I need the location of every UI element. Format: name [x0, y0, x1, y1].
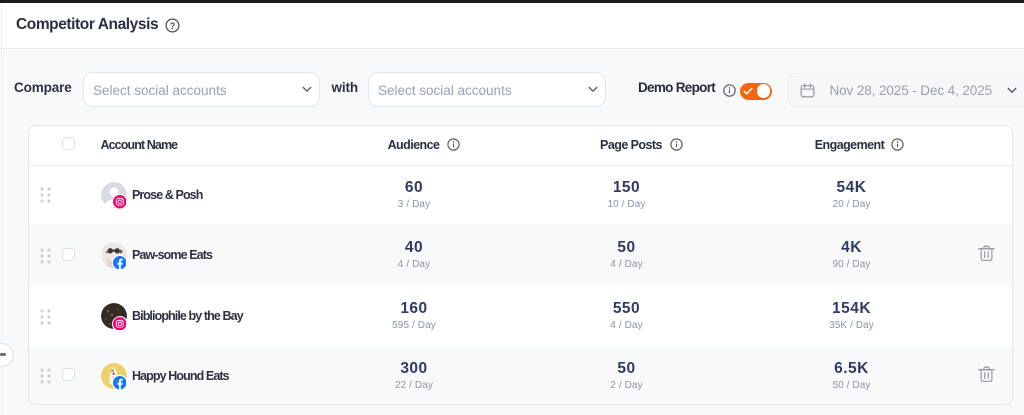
- svg-text:?: ?: [170, 21, 176, 31]
